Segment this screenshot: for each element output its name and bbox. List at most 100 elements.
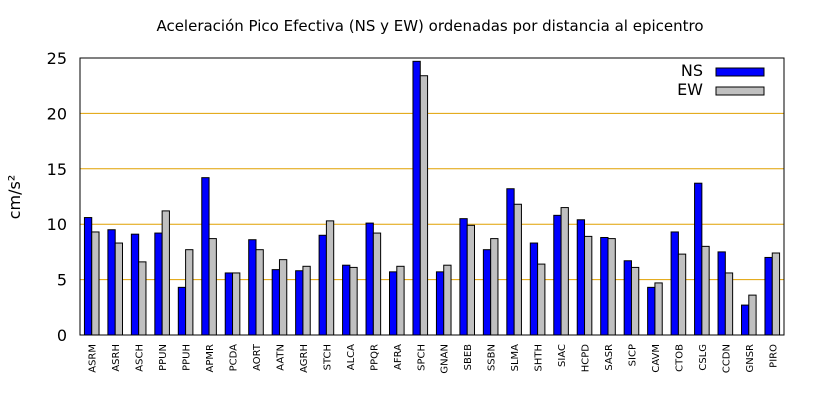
bar-ns-asch	[130, 233, 140, 336]
bar-ns-ctob	[670, 231, 679, 336]
x-tick-label: AORT	[252, 343, 263, 371]
bar-ew-sasr	[607, 238, 616, 336]
x-tick-label: CSLG	[698, 344, 709, 371]
legend-label-ns: NS	[681, 61, 703, 80]
bar-ew-ssbn	[490, 238, 499, 336]
bar-ns-shth	[529, 242, 539, 336]
y-ticks: 0 5 10 15 20 25	[47, 49, 67, 345]
y-tick-label: 10	[47, 215, 67, 234]
x-ticks: ASRM ASRH ASCH PPUN PPUH APMR PCDA AORT AATN AGRH…	[88, 343, 780, 373]
y-tick-label: 20	[47, 104, 67, 123]
bar-ew-sicp	[630, 266, 640, 336]
bar-ew-siac	[560, 207, 569, 336]
x-tick-label: AATN	[275, 344, 286, 371]
x-tick-label: ASCH	[135, 344, 146, 372]
bar-ns-cslg	[694, 182, 703, 336]
bar-ew-gnan	[443, 264, 452, 336]
x-tick-label: PCDA	[229, 344, 240, 372]
bar-ns-asrh	[107, 229, 116, 336]
x-tick-label: GNSR	[745, 344, 756, 373]
bar-ns-ppuh	[177, 286, 187, 336]
bar-ns-siac	[553, 214, 562, 336]
x-tick-label: ASRH	[111, 344, 122, 372]
bar-ew-gnsr	[748, 294, 757, 336]
bar-ns-aatn	[271, 269, 280, 336]
bar-ew-ctob	[677, 253, 687, 336]
x-tick-label: HCPD	[581, 344, 592, 373]
bar-ew-slma	[513, 203, 522, 336]
x-tick-label: SSBN	[487, 344, 498, 371]
legend-swatch-ns	[715, 67, 765, 77]
bar-ns-sicp	[623, 260, 632, 336]
x-tick-label: STCH	[322, 344, 333, 370]
gridlines	[80, 112, 784, 281]
bar-ew-asch	[138, 261, 147, 336]
bar-ns-pcda	[224, 272, 234, 336]
x-tick-label: PPUH	[182, 344, 193, 371]
bar-ns-stch	[318, 234, 327, 336]
bar-ew-shth	[537, 263, 546, 336]
bar-ns-hcpd	[576, 219, 586, 336]
x-tick-label: GNAN	[440, 344, 451, 374]
x-tick-label: AGRH	[299, 344, 310, 373]
bar-ew-spch	[419, 75, 429, 336]
x-tick-label: ASRM	[88, 344, 99, 373]
x-tick-label: PIRO	[768, 344, 779, 368]
plot-frame	[79, 57, 785, 336]
bar-ns-aort	[248, 239, 257, 336]
x-tick-label: SHTH	[534, 344, 545, 372]
bar-ns-alca	[342, 264, 351, 336]
x-tick-label: PPQR	[369, 344, 380, 371]
x-tick-label: APMR	[205, 344, 216, 372]
bar-ns-piro	[764, 256, 773, 336]
x-tick-label: SBEB	[463, 344, 474, 371]
bar-ew-aort	[255, 249, 264, 336]
bar-ew-cavm	[654, 282, 663, 336]
bar-ew-cslg	[701, 245, 710, 336]
bar-ns-ppun	[154, 232, 163, 336]
y-tick-label: 15	[47, 160, 67, 179]
bar-ew-ppuh	[185, 249, 194, 336]
x-tick-label: CCDN	[721, 344, 732, 373]
bar-ns-afra	[389, 271, 398, 336]
bar-ns-slma	[506, 188, 515, 336]
bar-ew-apmr	[208, 238, 217, 336]
bar-ew-afra	[396, 265, 405, 336]
bar-ns-ppqr	[365, 222, 374, 336]
bar-ns-ssbn	[482, 249, 492, 336]
legend: NS EW	[677, 61, 765, 99]
bar-ns-gnan	[435, 271, 445, 336]
bar-ew-aatn	[278, 259, 288, 336]
bar-ew-ppqr	[372, 232, 382, 336]
bar-ns-ccdn	[717, 251, 726, 336]
bar-ew-piro	[771, 252, 781, 336]
bar-ns-gnsr	[741, 304, 750, 336]
bar-ew-asrh	[114, 242, 123, 336]
y-tick-label: 5	[57, 271, 67, 290]
y-tick-label: 25	[47, 49, 67, 68]
bar-ns-sbeb	[459, 218, 468, 336]
bar-ns-cavm	[647, 286, 656, 336]
x-tick-label: AFRA	[393, 344, 404, 370]
bar-ew-stch	[325, 220, 335, 336]
chart-title: Aceleración Pico Efectiva (NS y EW) orde…	[156, 17, 703, 35]
bar-ew-agrh	[302, 265, 311, 336]
bar-ns-spch	[412, 60, 421, 336]
bar-ew-ccdn	[724, 272, 734, 336]
x-tick-label: SPCH	[416, 344, 427, 371]
x-tick-label: PPUN	[158, 344, 169, 371]
x-tick-label: SICP	[627, 344, 638, 366]
x-tick-label: CTOB	[674, 344, 685, 372]
bar-ns-apmr	[201, 177, 210, 336]
bar-ns-agrh	[295, 270, 304, 336]
x-tick-label: SASR	[604, 344, 615, 371]
x-tick-label: SLMA	[510, 344, 521, 372]
y-axis-label: cm/s²	[5, 175, 24, 220]
bar-ew-sbeb	[466, 224, 476, 336]
bar-ew-hcpd	[584, 235, 593, 336]
legend-swatch-ew	[715, 86, 765, 96]
bar-ew-pcda	[232, 272, 241, 336]
y-tick-label: 0	[57, 326, 67, 345]
